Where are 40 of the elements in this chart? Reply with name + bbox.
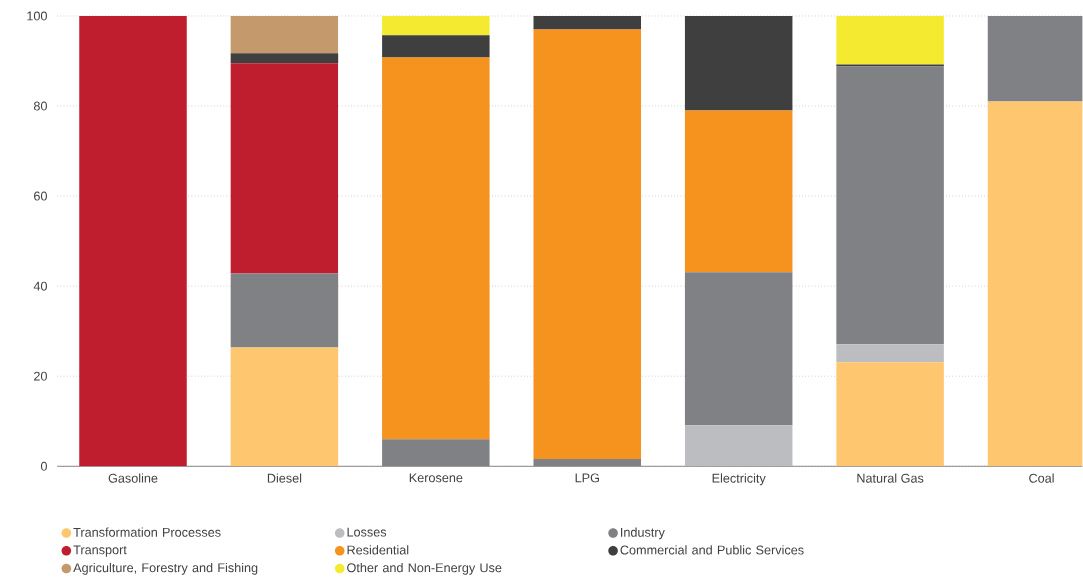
bar [382, 57, 490, 439]
bar [684, 425, 793, 467]
bar [533, 29, 642, 459]
y-tick-label: 60 [34, 191, 47, 201]
bar [230, 53, 339, 64]
bar [684, 15, 793, 111]
bar [230, 15, 339, 54]
legend-label: Transformation Processes [73, 527, 221, 537]
y-tick-label: 20 [34, 371, 47, 381]
x-tick-label: LPG [575, 473, 599, 483]
legend-label: Transport [73, 545, 127, 557]
bar [79, 15, 187, 467]
bar [836, 66, 944, 344]
x-tick-label: Diesel [267, 473, 302, 483]
x-tick-label: Natural Gas [857, 473, 924, 483]
legend-label: Losses [347, 527, 387, 537]
y-tick-label: 40 [33, 281, 47, 291]
bar [230, 63, 339, 274]
x-tick-label: Gasoline [108, 473, 158, 483]
legend-label: Other and Non-Energy Use [347, 562, 502, 575]
bar [684, 271, 793, 426]
legend-label: Industry [621, 527, 665, 540]
y-tick-label: 0 [40, 461, 47, 471]
bar [382, 35, 490, 58]
bar [382, 15, 490, 36]
legend-label: Residential [347, 544, 409, 555]
bar [836, 344, 944, 363]
x-tick-label: Electricity [712, 473, 766, 485]
bar [533, 15, 642, 30]
y-tick-label: 100 [27, 11, 47, 21]
bar [684, 110, 793, 272]
y-tick-label: 80 [33, 101, 47, 111]
legend-label: Commercial and Public Services [620, 544, 804, 555]
bar [230, 273, 339, 348]
x-tick-label: Kerosene [409, 473, 463, 482]
x-tick-label: Coal [1029, 473, 1054, 483]
bar [836, 15, 944, 65]
bar [836, 362, 944, 467]
legend-label: Agriculture, Forestry and Fishing [73, 562, 258, 575]
bar [230, 347, 339, 467]
